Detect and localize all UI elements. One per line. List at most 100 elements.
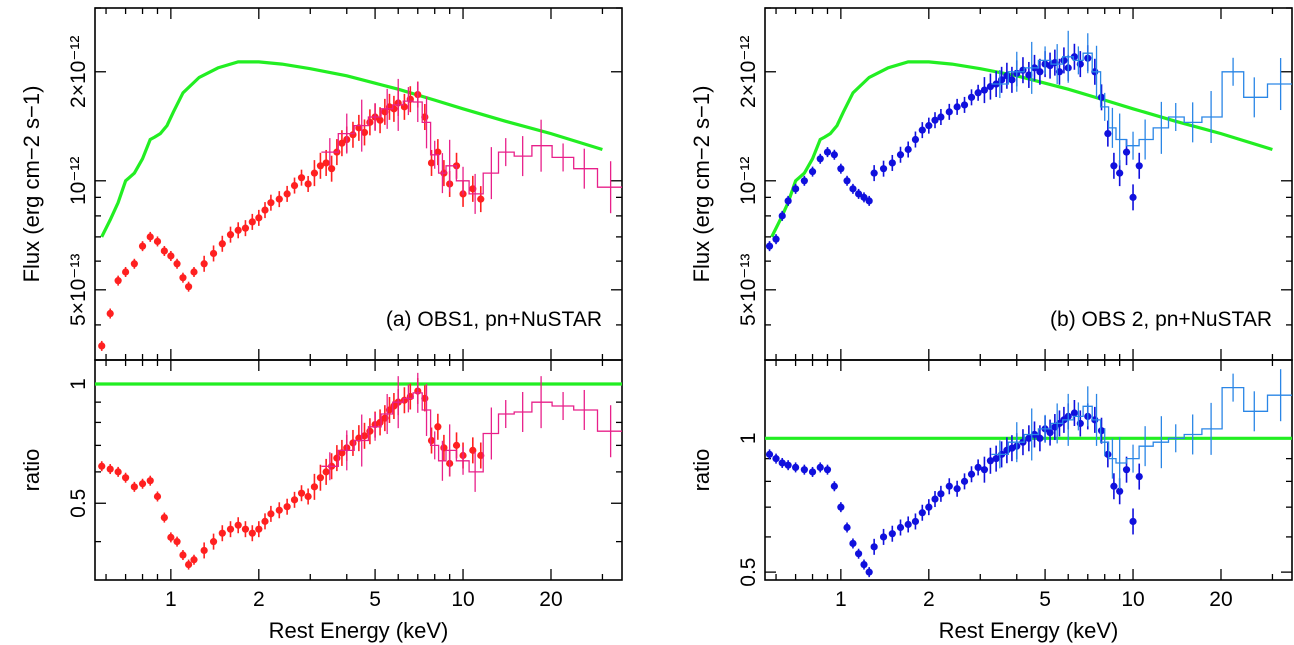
pn-point: [173, 260, 181, 268]
pn-point: [1116, 487, 1124, 495]
y-tick-label: 10⁻¹²: [737, 157, 760, 205]
pn-point: [366, 427, 374, 435]
pn-point: [427, 436, 436, 445]
x-tick-label: 1: [835, 588, 847, 611]
pn-point: [338, 449, 346, 457]
x-tick-label: 2: [923, 588, 935, 611]
pn-point: [1129, 517, 1137, 526]
pn-point: [360, 432, 369, 440]
pn-point: [310, 483, 319, 491]
pn-point: [322, 468, 330, 476]
pn-point: [837, 503, 845, 511]
pn-point: [896, 523, 905, 532]
y-tick-label: 1: [737, 432, 760, 444]
pn-point: [911, 135, 920, 144]
pn-point: [179, 551, 187, 559]
chart-panel-obs2: 5×10⁻¹³ 10⁻¹² 2×10⁻¹² Flux (erg cm−2 s−1) 1 2…: [689, 7, 1293, 643]
bottom-frame: [94, 359, 623, 581]
pn-point: [992, 455, 1000, 463]
pn-point: [1104, 450, 1112, 458]
x-tick-label: 20: [1209, 588, 1232, 611]
y-tick-label: 2×10⁻¹²: [67, 36, 90, 108]
pn-point: [849, 185, 857, 193]
pn-point: [1025, 434, 1033, 442]
pn-point: [234, 226, 242, 234]
pn-point: [830, 151, 838, 159]
pn-point: [830, 482, 838, 490]
pn-point: [190, 556, 198, 564]
pn-point: [261, 206, 269, 214]
pn-point: [209, 538, 218, 546]
pn-point: [1036, 68, 1044, 76]
pn-point: [918, 509, 926, 517]
pn-point: [283, 190, 291, 198]
pn-point: [304, 180, 312, 188]
pn-point: [974, 89, 982, 97]
pn-point: [328, 165, 336, 173]
y-axis-label: Flux (erg cm−2 s−1): [19, 86, 44, 283]
bottom-frame: [764, 359, 1293, 581]
pn-point: [1110, 482, 1118, 490]
pn-point: [800, 177, 808, 185]
pn-point: [792, 185, 800, 193]
y-axis-label: Flux (erg cm−2 s−1): [689, 86, 714, 283]
pn-point: [209, 249, 218, 258]
pn-point: [1070, 53, 1079, 61]
pn-point: [261, 517, 269, 525]
pn-point: [218, 240, 226, 248]
pn-point: [888, 530, 896, 538]
pn-point: [960, 101, 969, 109]
pn-point: [1110, 162, 1118, 170]
pn-point: [1097, 93, 1106, 101]
pn-point: [360, 128, 369, 137]
pn-point: [837, 165, 845, 173]
pn-point: [945, 482, 953, 490]
pn-point: [1129, 193, 1137, 201]
pn-point: [226, 525, 235, 533]
pn-point: [316, 474, 325, 482]
model-line: [100, 60, 603, 238]
pn-point: [765, 450, 774, 458]
pn-point: [860, 193, 868, 201]
pn-point: [896, 151, 905, 159]
pn-point: [316, 162, 325, 170]
pn-point: [248, 218, 256, 226]
pn-point: [980, 86, 989, 94]
x-tick-label: 5: [369, 588, 381, 611]
pn-point: [106, 465, 114, 473]
pn-point: [974, 463, 982, 472]
pn-point: [823, 466, 832, 474]
pn-point: [1122, 466, 1131, 474]
top-data: [765, 30, 1292, 252]
x-tick-label: 1: [165, 588, 177, 611]
chart-panel-obs1: 5×10⁻¹³ 10⁻¹² 2×10⁻¹² Flux (erg cm−2 s−1) 1 2…: [19, 7, 623, 643]
pn-point: [200, 546, 208, 555]
pn-point: [138, 242, 147, 250]
pn-point: [241, 224, 250, 232]
pn-point: [772, 455, 780, 463]
pn-point: [241, 525, 250, 533]
pn-point: [849, 539, 857, 548]
pn-point: [778, 459, 786, 467]
pn-point: [275, 195, 283, 203]
pn-point: [865, 197, 873, 205]
panel-label: (a) OBS1, pn+NuSTAR: [386, 308, 602, 331]
pn-point: [122, 268, 130, 276]
pn-point: [784, 461, 792, 469]
x-tick-label: 2: [253, 588, 265, 611]
pn-point: [200, 260, 208, 268]
pn-point: [255, 214, 263, 222]
y-tick-label: 10⁻¹²: [67, 157, 90, 205]
pn-point: [931, 116, 939, 124]
pn-point: [925, 122, 933, 130]
pn-point: [477, 195, 485, 203]
x-tick-label: 10: [1121, 588, 1144, 611]
pn-point: [1097, 427, 1106, 435]
bottom-data: [95, 372, 622, 570]
pn-point: [1046, 428, 1054, 437]
pn-point: [980, 466, 989, 474]
pn-point: [1025, 71, 1033, 79]
pn-point: [843, 523, 851, 532]
pn-point: [452, 441, 461, 449]
